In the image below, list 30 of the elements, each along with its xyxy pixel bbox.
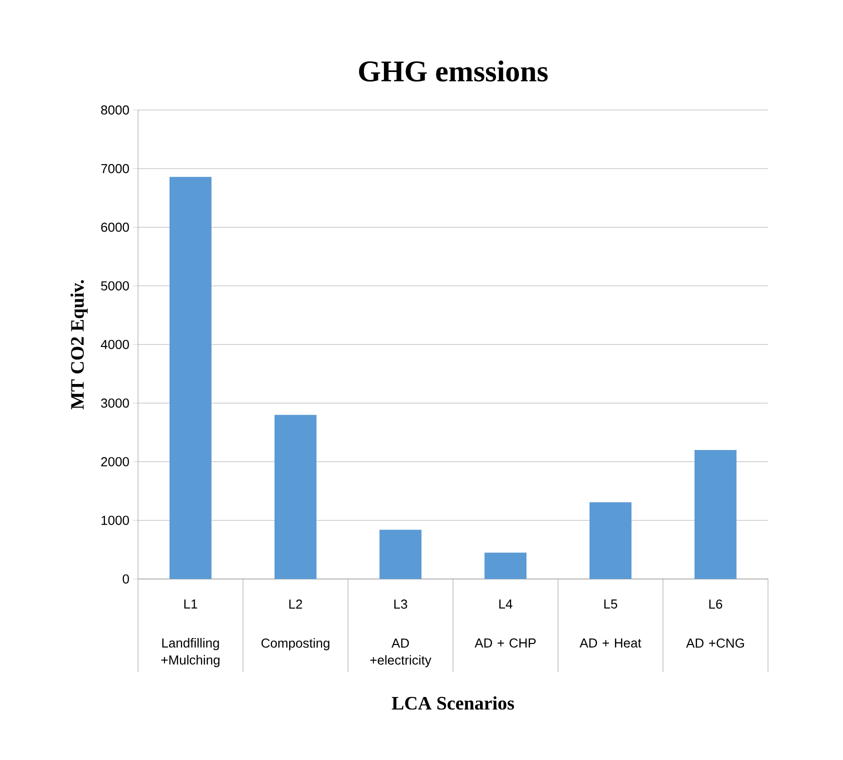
text: AD + CHP <box>474 638 536 648</box>
bar <box>274 414 317 579</box>
text: AD +CNG <box>686 638 744 648</box>
text: AD + Heat <box>580 638 642 648</box>
y-tick-label: 5000 <box>101 281 129 290</box>
y-axis-title: MT CO2 Equiv. <box>70 280 88 410</box>
x-tick-label: L6 <box>709 600 722 609</box>
bar <box>484 552 526 579</box>
y-tick-label: 3000 <box>101 398 129 408</box>
x-tick-label: L4 <box>499 600 512 608</box>
y-tick-label: 7000 <box>101 164 129 174</box>
bar <box>380 530 422 579</box>
x-tick-label: L2 <box>289 600 302 609</box>
text: Composting <box>261 638 330 650</box>
x-axis-title: LCA Scenarios <box>392 696 514 710</box>
bar <box>694 450 736 579</box>
y-tick-label: 1000 <box>102 516 129 525</box>
y-tick-label: 2000 <box>101 457 129 466</box>
y-tick-label: 8000 <box>101 105 129 115</box>
bar <box>589 502 632 579</box>
bar <box>170 176 212 579</box>
y-tick-label: 4000 <box>100 340 129 350</box>
x-tick-label: L1 <box>184 600 198 608</box>
text: Landfilling +Mulching <box>161 638 220 668</box>
y-tick-label: 6000 <box>101 222 129 232</box>
text: AD +electricity <box>370 638 432 668</box>
x-tick-label: L5 <box>604 600 618 609</box>
chart-title: GHG emssions <box>359 60 548 82</box>
x-tick-label: L3 <box>394 600 408 609</box>
y-tick-label: 0 <box>122 574 129 584</box>
